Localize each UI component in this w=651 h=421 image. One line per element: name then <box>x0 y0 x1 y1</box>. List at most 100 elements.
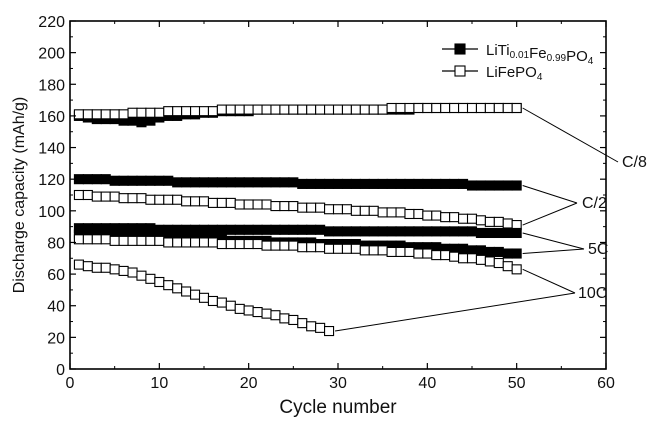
data-point-open <box>216 104 227 115</box>
data-point-filled <box>440 178 451 189</box>
data-point-open <box>207 295 218 307</box>
data-point-open <box>306 242 317 253</box>
data-point-filled <box>350 226 361 237</box>
x-tick-label: 10 <box>150 375 168 392</box>
data-point-open <box>413 102 424 114</box>
data-point-open <box>154 194 165 205</box>
data-point-open <box>252 104 263 115</box>
data-point-filled <box>315 178 326 189</box>
data-point-open <box>198 196 210 207</box>
data-point-open <box>341 243 352 254</box>
data-point-open <box>270 104 281 115</box>
data-point-filled <box>475 245 486 256</box>
data-point-filled <box>225 224 236 235</box>
callout-line <box>522 232 585 250</box>
data-point-open <box>413 248 424 259</box>
data-point-filled <box>493 246 504 257</box>
data-point-filled <box>404 226 415 237</box>
data-point-filled <box>458 178 469 189</box>
data-point-open <box>225 197 236 208</box>
data-point-open <box>198 106 210 117</box>
data-point-open <box>172 237 183 248</box>
x-tick-label: 50 <box>508 375 526 392</box>
data-point-filled <box>306 224 317 235</box>
data-point-open <box>493 257 504 269</box>
data-point-open <box>315 202 326 213</box>
data-point-open <box>413 208 424 220</box>
data-point-filled <box>145 223 156 234</box>
data-point-open <box>288 314 299 326</box>
data-point-filled <box>252 177 263 188</box>
data-point-open <box>288 201 299 212</box>
data-point-open <box>109 191 120 202</box>
data-point-filled <box>368 226 379 237</box>
data-point-filled <box>377 178 388 189</box>
data-point-open <box>324 243 335 254</box>
data-point-open <box>109 264 120 275</box>
data-point-open <box>484 102 495 114</box>
data-point-open <box>422 248 433 259</box>
data-point-filled <box>511 227 522 239</box>
data-point-open <box>190 237 201 248</box>
y-tick-label: 220 <box>38 14 65 31</box>
data-point-open <box>315 322 326 333</box>
data-point-open <box>261 104 272 115</box>
series-c-2-lifepo4 <box>73 189 522 231</box>
data-point-open <box>395 207 406 218</box>
data-point-open <box>341 204 352 215</box>
data-point-filled <box>288 224 299 235</box>
y-tick-label: 100 <box>38 204 65 221</box>
data-point-open <box>216 197 227 208</box>
data-point-filled <box>207 224 218 235</box>
data-point-open <box>341 104 352 115</box>
data-point-filled <box>100 174 111 185</box>
data-point-open <box>243 199 254 210</box>
x-tick-label: 60 <box>597 375 615 392</box>
data-point-open <box>511 264 522 275</box>
data-point-open <box>279 313 290 324</box>
series-c-8-lifepo4 <box>73 102 522 120</box>
data-point-open <box>136 235 147 246</box>
data-point-open <box>404 102 415 114</box>
data-point-open <box>172 283 183 294</box>
data-point-filled <box>502 248 513 259</box>
data-point-open <box>145 273 156 284</box>
data-point-open <box>386 246 397 257</box>
data-point-open <box>91 109 102 120</box>
data-point-open <box>395 246 406 257</box>
data-point-filled <box>288 177 299 188</box>
data-point-open <box>207 197 218 208</box>
data-point-filled <box>440 226 451 237</box>
data-point-open <box>91 262 102 273</box>
data-point-open <box>279 240 290 251</box>
data-point-filled <box>297 178 308 189</box>
data-point-open <box>207 237 218 248</box>
data-point-open <box>145 107 156 118</box>
data-point-filled <box>449 178 460 189</box>
data-point-filled <box>368 178 379 189</box>
data-point-open <box>207 106 218 117</box>
rate-label-c-8: C/8 <box>622 154 647 171</box>
data-point-filled <box>190 177 201 188</box>
data-point-open <box>234 104 245 115</box>
data-point-filled <box>502 180 513 191</box>
data-point-open <box>243 305 254 316</box>
data-point-open <box>404 208 415 220</box>
data-point-open <box>261 240 272 251</box>
data-point-filled <box>270 224 281 235</box>
data-point-filled <box>279 177 290 188</box>
data-point-open <box>190 106 201 117</box>
data-point-open <box>315 104 326 115</box>
data-point-filled <box>279 224 290 235</box>
data-point-open <box>297 202 308 213</box>
data-point-open <box>315 242 326 253</box>
rate-label-10c: 10C <box>578 285 607 302</box>
data-point-open <box>73 109 84 120</box>
data-point-filled <box>341 226 352 237</box>
data-point-filled <box>270 177 281 188</box>
data-point-open <box>386 102 397 114</box>
data-point-open <box>297 104 308 115</box>
data-point-open <box>475 102 486 114</box>
y-tick-label: 120 <box>38 172 65 189</box>
